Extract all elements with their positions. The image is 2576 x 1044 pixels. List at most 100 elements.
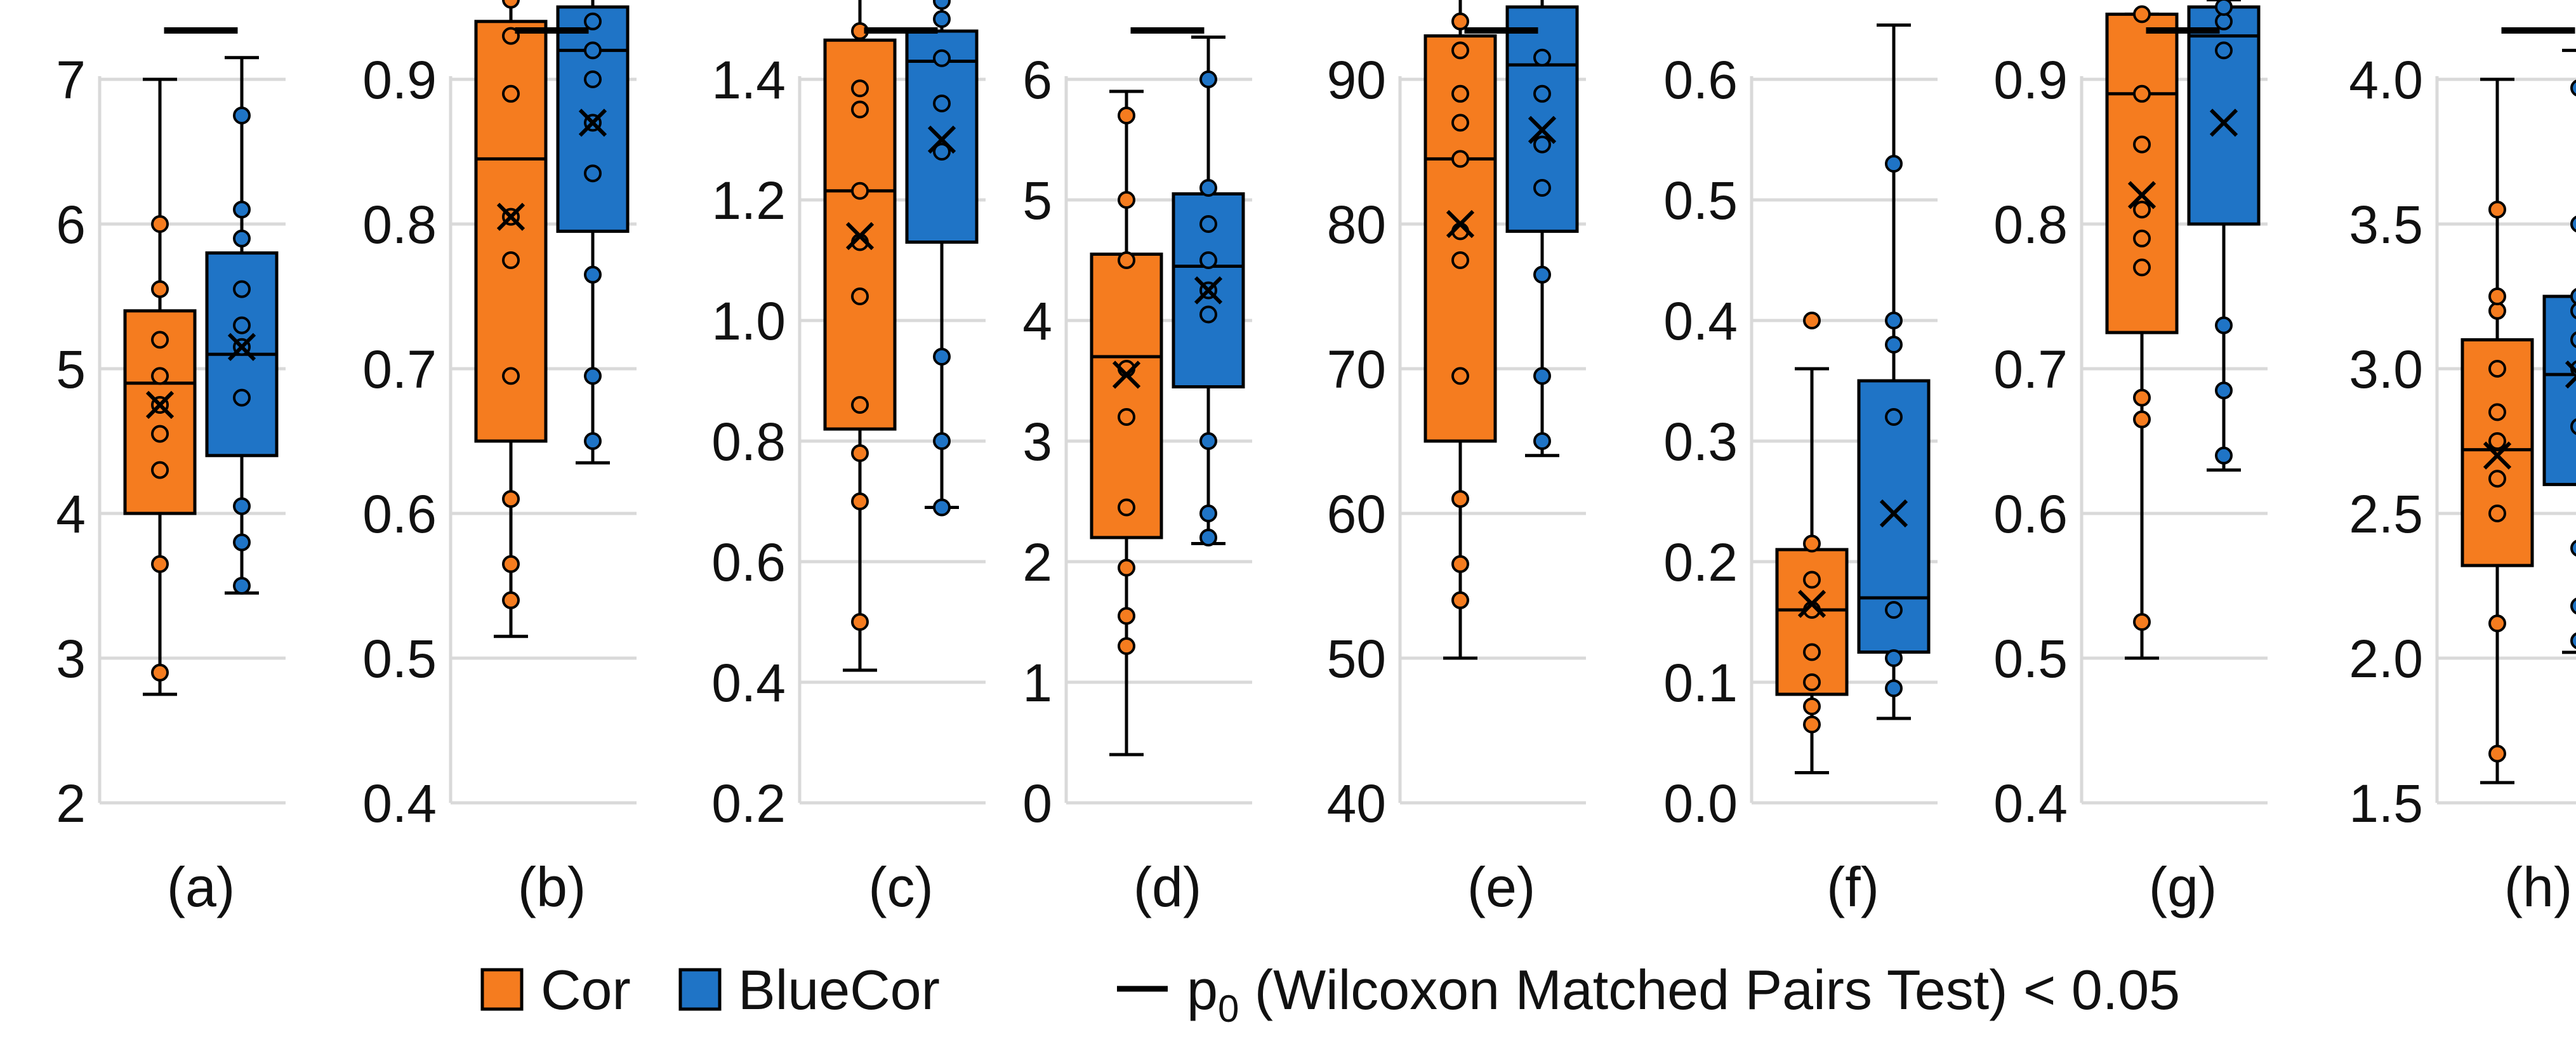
panel-d: 0 1 2 3 4 5 6 (d): [1022, 27, 1252, 918]
panel-label: (b): [518, 856, 586, 918]
box-bluecor: [1505, 0, 1579, 458]
mean-marker-cor: [2483, 441, 2512, 470]
y-tick-label: 5: [1022, 171, 1052, 230]
y-tick-label: 0.6: [362, 484, 437, 544]
panel-label: (e): [1467, 856, 1536, 918]
mean-marker-stroke: [1797, 590, 1826, 618]
data-point-bluecor: [933, 143, 951, 161]
y-tick-label: 0.5: [362, 629, 437, 689]
y-tick-label: 4: [56, 484, 86, 544]
mean-marker-stroke: [2209, 109, 2238, 137]
data-point-bluecor: [1533, 179, 1551, 197]
data-point-bluecor: [1199, 215, 1217, 233]
y-tick-label: 0.4: [1993, 774, 2068, 833]
data-point-bluecor: [1533, 265, 1551, 284]
y-tick-label: 0.6: [711, 532, 786, 592]
data-point-cor: [2488, 505, 2506, 522]
y-tick-label: 0.9: [1993, 50, 2068, 110]
data-point-cor: [502, 490, 520, 508]
data-point-cor: [502, 251, 520, 269]
data-point-cor: [1451, 150, 1469, 168]
box-cor: [1090, 89, 1163, 757]
data-point-cor: [1451, 490, 1469, 508]
data-point-cor: [1451, 114, 1469, 132]
data-point-bluecor: [2215, 446, 2233, 465]
mean-marker-stroke: [1528, 116, 1557, 144]
data-point-bluecor: [1199, 251, 1217, 269]
y-tick-label: 0.8: [711, 412, 786, 472]
mean-marker-cor: [1446, 209, 1475, 239]
y-tick-label: 4.0: [2349, 50, 2423, 110]
box-cor: [123, 77, 197, 696]
legend-item-cor: Cor: [480, 958, 631, 1021]
data-point-cor: [1803, 715, 1821, 734]
box-cor: [1423, 0, 1497, 660]
y-tick-label: 0.1: [1663, 653, 1738, 713]
y-tick-label: 0.2: [1663, 532, 1738, 592]
data-point-bluecor: [584, 12, 602, 30]
box-bluecor: [556, 0, 630, 465]
data-point-bluecor: [1199, 432, 1217, 450]
box-cor: [1775, 312, 1849, 774]
box-bluecor: [1172, 36, 1245, 546]
data-point-bluecor: [2215, 316, 2233, 334]
data-point-cor: [1451, 555, 1469, 573]
data-point-cor: [2133, 135, 2151, 154]
legend-label-cor: Cor: [541, 958, 631, 1021]
y-tick-label: 1: [1022, 653, 1052, 713]
data-point-bluecor: [2570, 632, 2576, 649]
data-point-bluecor: [233, 577, 251, 595]
data-point-bluecor: [2570, 539, 2576, 557]
mean-marker-stroke: [1194, 276, 1223, 305]
mean-marker-stroke: [227, 333, 256, 361]
box-cor: [2460, 77, 2534, 784]
iqr-box-bluecor: [2187, 5, 2261, 226]
mean-marker-bluecor: [2565, 360, 2576, 389]
y-tick-label: 4: [1022, 291, 1052, 351]
data-point-bluecor: [1885, 649, 1903, 667]
y-tick-label: 3.0: [2349, 340, 2423, 399]
legend-item-significance: p0 (Wilcoxon Matched Pairs Test) < 0.05: [1117, 958, 2180, 1030]
y-tick-label: 3: [56, 629, 86, 689]
mean-marker-bluecor: [927, 125, 956, 154]
mean-marker-bluecor: [1879, 499, 1908, 528]
legend-p-subscript: 0: [1218, 988, 1239, 1030]
box-bluecor: [2187, 0, 2261, 472]
mean-marker-stroke: [496, 202, 525, 231]
panel-a: 2 3 4 5 6 7 (a): [56, 27, 286, 918]
panel-label: (a): [167, 856, 235, 918]
y-tick-label: 0.8: [1993, 195, 2068, 254]
y-tick-label: 2.0: [2349, 629, 2423, 689]
y-tick-label: 0.8: [362, 195, 437, 254]
data-point-cor: [2488, 403, 2506, 421]
legend-item-bluecor: BlueCor: [678, 958, 940, 1021]
mean-marker-stroke: [927, 125, 956, 154]
data-point-cor: [2488, 287, 2506, 305]
data-point-bluecor: [1533, 84, 1551, 103]
y-tick-label: 3: [1022, 412, 1052, 472]
data-point-cor: [2488, 360, 2506, 378]
data-point-bluecor: [233, 497, 251, 515]
data-point-cor: [851, 444, 869, 462]
data-point-bluecor: [584, 164, 602, 183]
mean-marker-cor: [1797, 590, 1826, 618]
panel-label: (g): [2149, 856, 2217, 918]
y-tick-label: 5: [56, 340, 86, 399]
y-tick-label: 3.5: [2349, 195, 2423, 254]
data-point-cor: [1803, 673, 1821, 691]
panel-e: 40 50 60 70 80 90 (e): [1327, 0, 1586, 918]
y-tick-label: 0.7: [362, 340, 437, 399]
data-point-bluecor: [584, 41, 602, 60]
panel-b: 0.4 0.5 0.6 0.7 0.8 0.9 (b): [362, 0, 637, 918]
data-point-bluecor: [933, 49, 951, 67]
mean-marker-bluecor: [1194, 276, 1223, 305]
data-point-cor: [2133, 5, 2151, 23]
data-point-cor: [851, 613, 869, 631]
data-point-cor: [2133, 410, 2151, 428]
data-point-cor: [151, 663, 169, 682]
data-point-cor: [151, 215, 169, 233]
data-point-cor: [151, 367, 169, 385]
legend-significance-text: (Wilcoxon Matched Pairs Test) < 0.05: [1239, 958, 2180, 1021]
y-tick-label: 0.6: [1663, 50, 1738, 110]
panel-h: 1.5 2.0 2.5 3.0 3.5 4.0 (h): [2349, 27, 2576, 918]
